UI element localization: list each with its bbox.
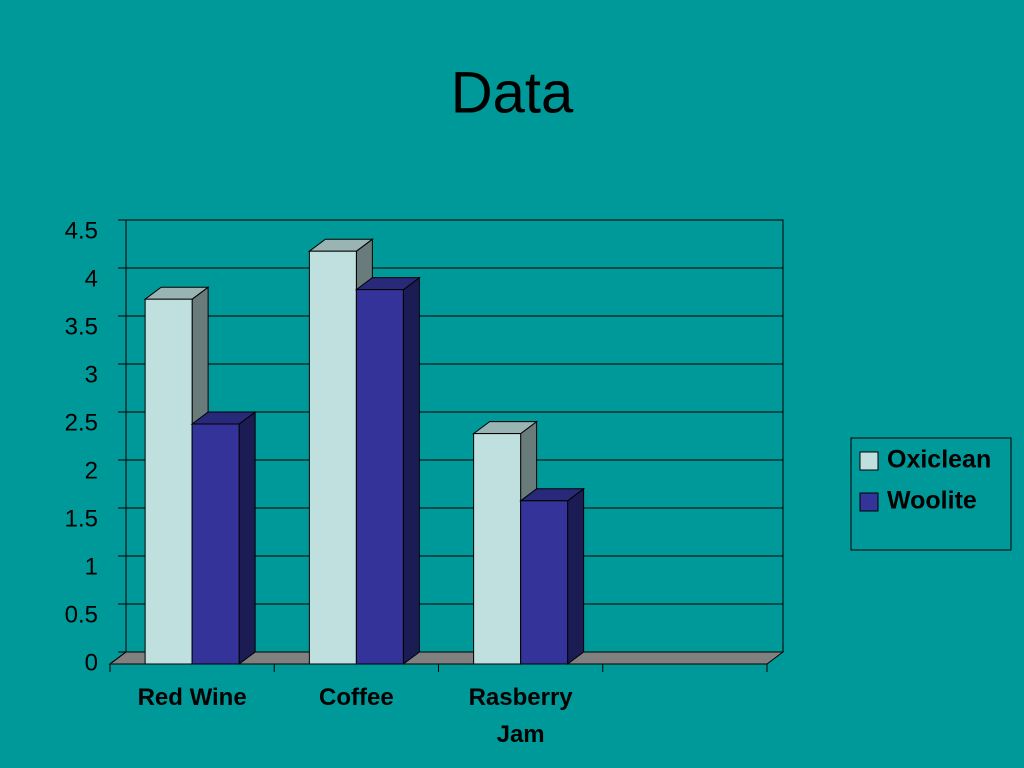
legend-label: Woolite [887,487,977,515]
y-tick-label: 3.5 [65,313,98,340]
y-tick-label: 2 [85,457,98,484]
y-tick-label: 0.5 [65,601,98,628]
bar-side [238,411,256,665]
bar-group [190,411,257,665]
bar [144,298,193,665]
x-tick-label: Red Wine [137,684,247,711]
bar [355,289,404,665]
bar [191,423,240,665]
chart-title: Data [451,60,574,125]
bar [308,250,357,665]
legend-label: Oxiclean [887,446,991,474]
bar-side [402,276,420,665]
bar-side [567,487,585,665]
bar [473,433,522,665]
bar [520,500,569,665]
y-tick-label: 1 [85,553,98,580]
bar-group [354,276,421,665]
x-tick-label: Coffee [319,684,394,711]
legend-swatch [859,451,879,471]
x-tick-label: Rasberry Jam [468,684,573,748]
y-tick-label: 2.5 [65,409,98,436]
y-tick-label: 4.5 [65,217,98,244]
legend-box [850,437,1012,551]
legend-swatch [859,492,879,512]
y-tick-label: 1.5 [65,505,98,532]
y-tick-label: 3 [85,361,98,388]
y-tick-label: 4 [85,265,98,292]
y-tick-label: 0 [85,649,98,676]
y-axis [109,651,127,665]
bar-group [519,487,586,665]
